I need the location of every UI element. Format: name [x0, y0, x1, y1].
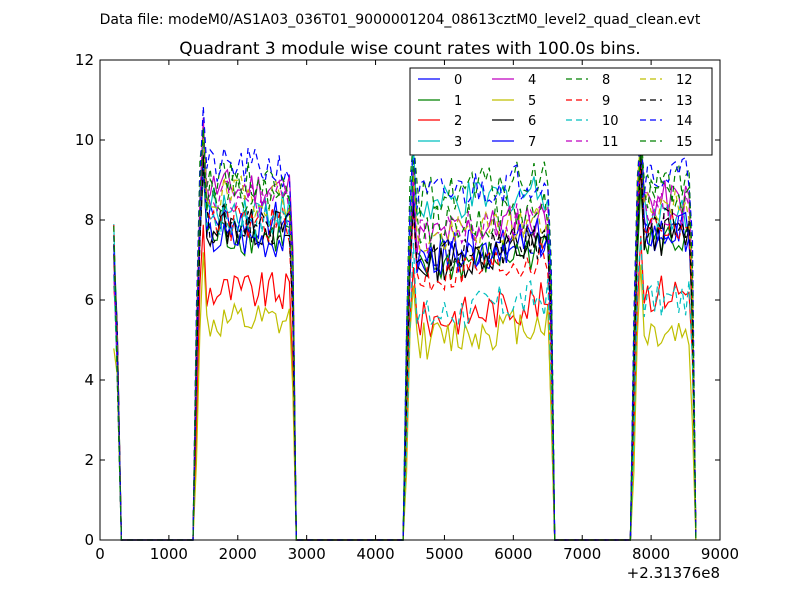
series-line-15: [113, 129, 697, 541]
x-tick-label: 1000: [150, 545, 188, 563]
x-tick-label: 4000: [356, 545, 394, 563]
y-tick-label: 8: [84, 211, 94, 229]
legend-label-11: 11: [602, 135, 619, 150]
x-tick-label: 6000: [494, 545, 532, 563]
legend-label-15: 15: [676, 135, 693, 150]
legend-label-6: 6: [528, 114, 536, 129]
x-tick-label: 7000: [563, 545, 601, 563]
y-tick-label: 6: [84, 291, 94, 309]
y-tick-label: 10: [75, 131, 94, 149]
x-tick-label: 5000: [425, 545, 463, 563]
legend-label-9: 9: [602, 94, 610, 109]
legend-label-1: 1: [454, 94, 462, 109]
legend-label-12: 12: [676, 73, 693, 88]
chart-title: Quadrant 3 module wise count rates with …: [179, 39, 640, 59]
data-file-label: Data file: modeM0/AS1A03_036T01_90000012…: [100, 12, 701, 28]
y-tick-label: 0: [84, 531, 94, 549]
legend-label-14: 14: [676, 114, 693, 129]
legend-label-8: 8: [602, 73, 610, 88]
legend-label-3: 3: [454, 135, 462, 150]
x-offset-label: +2.31376e8: [627, 564, 720, 582]
legend-label-13: 13: [676, 94, 693, 109]
legend-label-5: 5: [528, 94, 536, 109]
legend-label-7: 7: [528, 135, 536, 150]
x-axis: 0 1000 2000 3000 4000 5000 6000 7000 8000 9000: [95, 60, 739, 563]
legend-label-2: 2: [454, 114, 462, 129]
series-line-10: [113, 164, 697, 541]
legend-label-4: 4: [528, 73, 536, 88]
x-tick-label: 0: [95, 545, 105, 563]
x-tick-label: 2000: [219, 545, 257, 563]
series-line-9: [113, 165, 697, 541]
x-tick-label: 9000: [701, 545, 739, 563]
x-tick-label: 8000: [632, 545, 670, 563]
y-tick-label: 2: [84, 451, 94, 469]
y-tick-label: 12: [75, 51, 94, 69]
y-tick-label: 4: [84, 371, 94, 389]
legend-label-10: 10: [602, 114, 619, 129]
x-tick-label: 3000: [288, 545, 326, 563]
legend-label-0: 0: [454, 73, 462, 88]
series-layer: [113, 106, 697, 541]
series-line-13: [113, 154, 697, 541]
